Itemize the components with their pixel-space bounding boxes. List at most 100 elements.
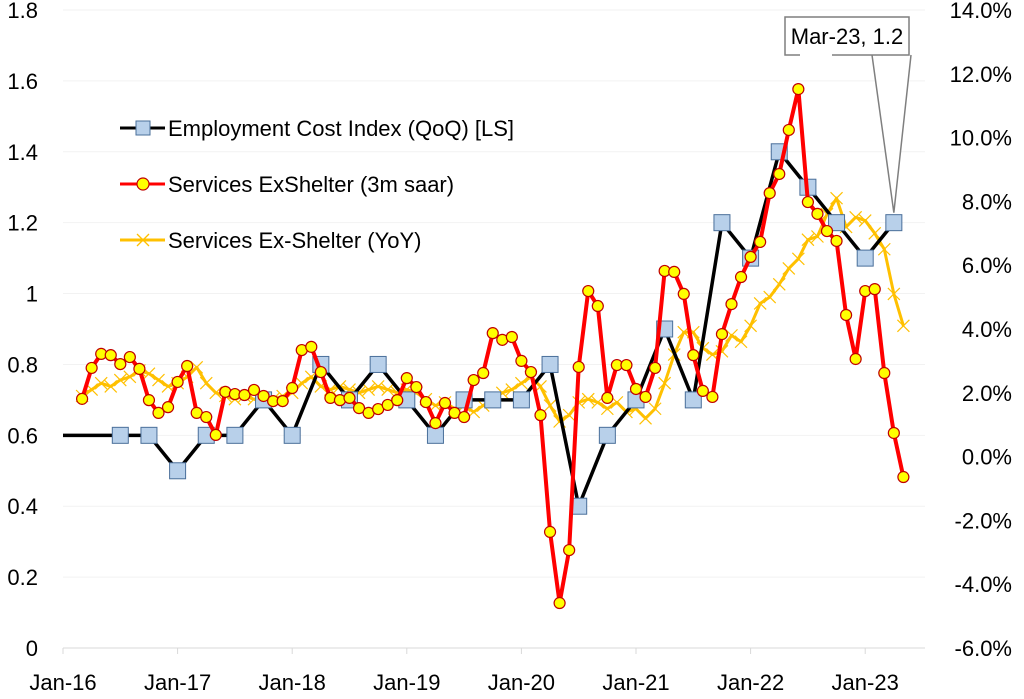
- 3m-saar-point: [486, 327, 499, 340]
- 3m-saar-point: [620, 358, 633, 372]
- yoy-point: [648, 402, 662, 416]
- yoy-point: [791, 252, 805, 266]
- yoy-point: [877, 242, 891, 256]
- left-tick-label: 0: [26, 636, 38, 661]
- yoy-point: [763, 290, 777, 304]
- legend-label-3m-saar: Services ExShelter (3m saar): [168, 172, 454, 197]
- x-tick-label: Jan-19: [373, 670, 440, 695]
- 3m-saar-point: [744, 250, 757, 264]
- 3m-saar-point: [381, 398, 394, 412]
- left-axis-ticks: 0 0.2 0.4 0.6 0.8 1 1.2 1.4 1.6 1.8: [7, 0, 38, 661]
- plot-area: [63, 83, 910, 610]
- yoy-point: [581, 392, 595, 406]
- legend-label-yoy: Services Ex-Shelter (YoY): [168, 228, 422, 253]
- x-axis: Jan-16 Jan-17 Jan-18 Jan-19 Jan-20 Jan-21 Jan-…: [29, 648, 899, 695]
- 3m-saar-point: [563, 543, 576, 557]
- legend-item-yoy: Services Ex-Shelter (YoY): [120, 228, 422, 253]
- x-marker-icon: [136, 233, 150, 247]
- yoy-point: [830, 191, 843, 205]
- 3m-saar-point: [897, 470, 910, 484]
- yoy-point: [772, 277, 786, 291]
- right-tick-label: 12.0%: [950, 62, 1012, 87]
- 3m-saar-point: [725, 298, 738, 311]
- 3m-saar-point: [104, 349, 117, 362]
- 3m-saar-point: [200, 410, 213, 424]
- right-tick-label: 8.0%: [962, 189, 1012, 214]
- data-callout: Mar-23, 1.2: [784, 16, 912, 213]
- 3m-saar-point: [830, 234, 843, 248]
- 3m-saar-point: [782, 123, 795, 137]
- 3m-saar-point: [629, 382, 643, 396]
- yoy-point: [94, 376, 108, 390]
- 3m-saar-point: [515, 354, 528, 367]
- 3m-saar-point: [534, 409, 547, 422]
- yoy-point: [362, 383, 376, 397]
- 3m-saar-point: [209, 428, 222, 442]
- yoy-point: [190, 360, 204, 374]
- 3m-saar-point: [639, 390, 652, 404]
- left-tick-label: 1.2: [7, 211, 38, 236]
- yoy-point: [381, 383, 395, 397]
- yoy-point: [753, 297, 767, 310]
- legend-item-eci: Employment Cost Index (QoQ) [LS]: [120, 116, 514, 141]
- 3m-saar-point: [591, 299, 604, 313]
- 3m-saar-point: [410, 380, 423, 394]
- x-tick-label: Jan-17: [144, 670, 211, 695]
- 3m-saar-point: [820, 224, 834, 238]
- x-tick-label: Jan-23: [832, 670, 899, 695]
- eci-point: [856, 249, 874, 267]
- 3m-saar-point: [582, 284, 595, 298]
- series-3m-saar: [75, 83, 910, 610]
- yoy-point: [562, 408, 576, 422]
- callout-label: Mar-23, 1.2: [791, 24, 904, 49]
- 3m-saar-point: [524, 365, 538, 379]
- callout-box: [784, 16, 910, 56]
- 3m-saar-point: [773, 167, 786, 181]
- 3m-saar-point: [85, 361, 98, 375]
- x-tick-label: Jan-22: [717, 670, 784, 695]
- left-tick-label: 0.6: [7, 423, 38, 448]
- series-3m-saar-line: [80, 87, 906, 606]
- 3m-saar-point: [505, 330, 518, 344]
- 3m-saar-point: [792, 83, 805, 96]
- yoy-point: [849, 210, 863, 224]
- 3m-saar-point: [668, 265, 681, 278]
- 3m-saar-point: [114, 357, 127, 371]
- eci-point: [598, 426, 616, 444]
- eci-point: [140, 426, 158, 444]
- legend-label-eci: Employment Cost Index (QoQ) [LS]: [168, 116, 514, 141]
- 3m-saar-point: [438, 396, 452, 410]
- 3m-saar-point: [257, 389, 270, 403]
- 3m-saar-point: [878, 366, 891, 380]
- 3m-saar-point: [839, 308, 853, 322]
- right-tick-label: 6.0%: [962, 253, 1012, 278]
- yoy-point: [543, 399, 557, 412]
- eci-point: [111, 426, 129, 444]
- 3m-saar-point: [429, 417, 442, 430]
- eci-point: [226, 426, 244, 444]
- 3m-saar-point: [715, 328, 729, 341]
- 3m-saar-point: [687, 349, 700, 362]
- yoy-point: [209, 386, 223, 400]
- eci-point: [169, 462, 187, 480]
- 3m-saar-point: [286, 381, 299, 395]
- yoy-point: [113, 373, 127, 387]
- right-tick-label: -2.0%: [955, 508, 1012, 533]
- 3m-saar-point: [391, 394, 404, 407]
- yoy-point: [744, 319, 758, 333]
- right-tick-label: -4.0%: [955, 572, 1012, 597]
- 3m-saar-point: [352, 402, 366, 415]
- 3m-saar-point: [247, 383, 261, 397]
- 3m-saar-point: [467, 373, 480, 387]
- 3m-saar-point: [238, 388, 251, 402]
- yoy-point: [896, 319, 910, 333]
- yoy-point: [868, 226, 882, 240]
- 3m-saar-point: [543, 525, 557, 538]
- right-tick-label: 2.0%: [962, 381, 1012, 406]
- 3m-saar-point: [181, 359, 194, 373]
- 3m-saar-point: [706, 390, 719, 404]
- 3m-saar-point: [305, 340, 318, 353]
- eci-point: [369, 355, 387, 373]
- callout-gap: [800, 53, 832, 57]
